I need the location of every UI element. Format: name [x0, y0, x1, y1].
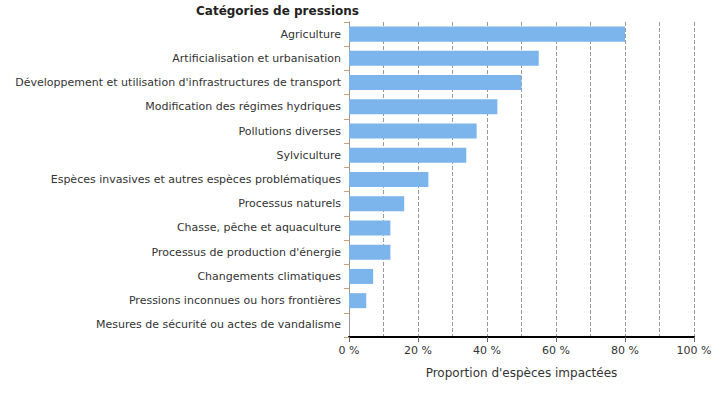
svg-text:Proportion d'espèces impactées: Proportion d'espèces impactées	[426, 366, 618, 380]
svg-text:Pressions inconnues ou hors fr: Pressions inconnues ou hors frontières	[129, 294, 341, 307]
svg-text:20 %: 20 %	[404, 344, 432, 357]
svg-text:Mesures de sécurité ou actes d: Mesures de sécurité ou actes de vandalis…	[96, 318, 341, 331]
svg-text:Processus de production d'éner: Processus de production d'énergie	[152, 246, 342, 259]
svg-text:0 %: 0 %	[339, 344, 360, 357]
svg-text:Pollutions diverses: Pollutions diverses	[239, 125, 342, 138]
svg-text:80 %: 80 %	[611, 344, 639, 357]
svg-text:Développement et utilisation d: Développement et utilisation d'infrastru…	[15, 76, 341, 89]
svg-text:100 %: 100 %	[677, 344, 712, 357]
svg-text:Catégories de pressions: Catégories de pressions	[196, 4, 359, 18]
svg-text:Chasse, pêche et aquaculture: Chasse, pêche et aquaculture	[177, 221, 341, 234]
svg-text:Artificialisation et urbanisat: Artificialisation et urbanisation	[172, 52, 341, 65]
svg-text:Agriculture: Agriculture	[281, 28, 342, 41]
svg-text:Espèces invasives et autres es: Espèces invasives et autres espèces prob…	[51, 173, 342, 186]
svg-text:Processus naturels: Processus naturels	[238, 197, 341, 210]
svg-text:Sylviculture: Sylviculture	[276, 149, 341, 162]
svg-text:Changements climatiques: Changements climatiques	[197, 270, 341, 283]
svg-text:40 %: 40 %	[473, 344, 501, 357]
svg-text:60 %: 60 %	[542, 344, 570, 357]
svg-text:Modification des régimes hydri: Modification des régimes hydriques	[145, 100, 341, 113]
